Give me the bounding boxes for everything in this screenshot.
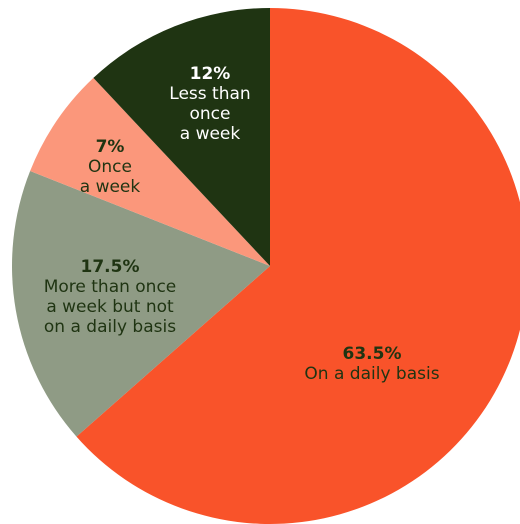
slice-text: Once a week: [79, 157, 141, 197]
slice-once-a-week: [30, 77, 271, 267]
slice-text: More than once a week but not on a daily…: [43, 277, 177, 337]
slice-pct: 63.5%: [342, 344, 402, 364]
slice-label-daily: 63.5% On a daily basis: [287, 344, 457, 384]
slice-label-less-than-once: 12% Less than once a week: [155, 64, 265, 144]
slice-pct: 17.5%: [80, 257, 140, 277]
slice-less-than-once: [93, 8, 270, 266]
slice-label-more-than-once: 17.5% More than once a week but not on a…: [20, 257, 200, 337]
slice-label-once-a-week: 7% Once a week: [65, 137, 155, 197]
slice-text: On a daily basis: [304, 364, 440, 384]
slice-pct: 12%: [189, 64, 231, 84]
slice-daily: [76, 8, 520, 524]
slice-pct: 7%: [95, 137, 125, 157]
slice-text: Less than once a week: [169, 84, 251, 144]
slice-more-than-once: [11, 171, 270, 437]
